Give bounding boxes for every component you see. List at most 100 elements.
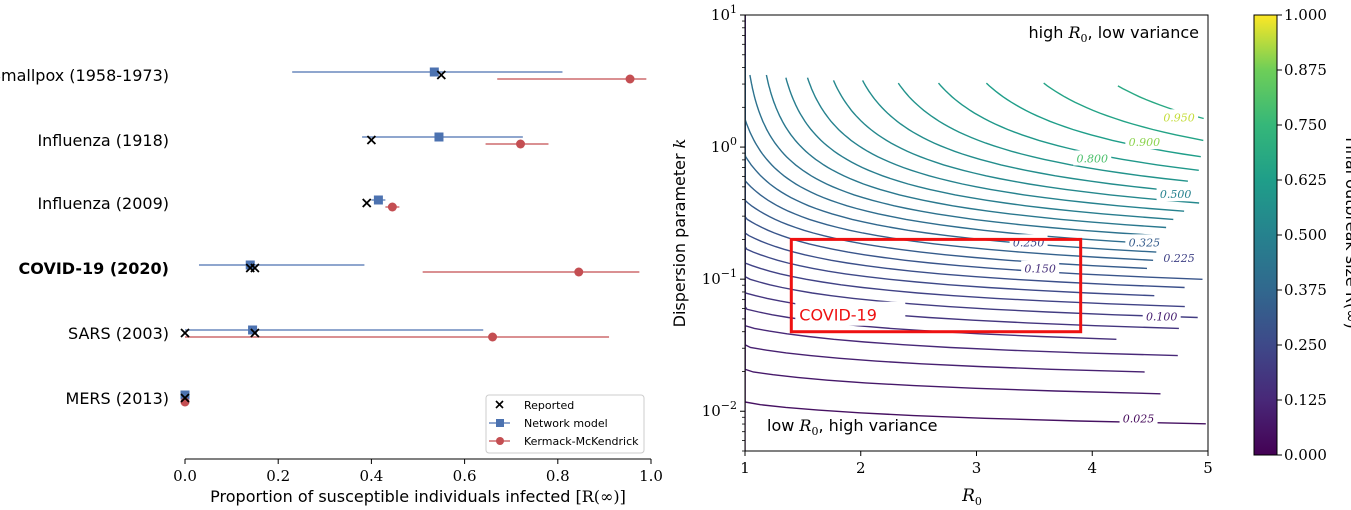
colorbar-tick-label: 0.750 xyxy=(1284,116,1327,134)
category-label: Influenza (1918) xyxy=(37,131,169,150)
contour-y-tick-label: 10−2 xyxy=(702,399,737,420)
contour-label-background xyxy=(1125,234,1164,250)
category-label: COVID-19 (2020) xyxy=(19,259,169,278)
contour-label: 0.900 xyxy=(1129,136,1161,149)
legend-label-reported: Reported xyxy=(524,399,574,412)
legend-marker-network-model xyxy=(489,419,510,427)
contour-line xyxy=(765,74,1167,229)
network-model-point xyxy=(373,195,383,205)
contour-label-background xyxy=(1073,150,1112,166)
colorbar-tick-label: 0.875 xyxy=(1284,61,1327,79)
contour-x-tick-label: 5 xyxy=(1203,459,1213,477)
colorbar-tick-label: 0.250 xyxy=(1284,336,1327,354)
contour-line xyxy=(745,66,1154,261)
contour-label: 0.100 xyxy=(1146,311,1178,324)
network-model-point xyxy=(245,260,255,270)
contour-x-tick-label: 2 xyxy=(856,459,866,477)
network-model-point xyxy=(434,132,444,142)
legend-label-kermack-mckendrick: Kermack-McKendrick xyxy=(524,435,639,448)
contour-label-background xyxy=(1160,109,1199,125)
contour-line xyxy=(745,69,1157,253)
contour-line xyxy=(745,53,1155,297)
left-x-tick-label: 0.0 xyxy=(173,467,197,485)
reported-point xyxy=(250,263,260,273)
reported-point xyxy=(250,328,260,338)
colorbar-tick-label: 1.000 xyxy=(1284,6,1327,24)
reported-point xyxy=(180,393,190,403)
contour-line xyxy=(745,72,1159,245)
network-model-point xyxy=(180,390,190,400)
reported-point xyxy=(366,135,377,145)
left-x-tick-label: 1.0 xyxy=(639,467,663,485)
kermack-mckendrick-point xyxy=(488,332,498,342)
reported-point-stroke xyxy=(180,393,190,403)
contour-line xyxy=(861,80,1188,193)
contour-label: 0.500 xyxy=(1160,188,1192,201)
left-x-tick-label: 0.4 xyxy=(359,467,383,485)
colorbar-tick-label: 0.625 xyxy=(1284,171,1327,189)
contour-label-background xyxy=(1125,134,1164,150)
contour-line xyxy=(1043,82,1204,142)
contour-y-tick-label: 100 xyxy=(711,135,737,156)
contour-line xyxy=(745,64,1148,270)
contour-label: 0.025 xyxy=(1123,413,1155,426)
reported-point-stroke xyxy=(436,70,446,80)
annotation-low-r0-high-variance: low R0, high variance xyxy=(767,416,937,438)
category-label: SARS (2003) xyxy=(68,324,169,343)
kermack-mckendrick-point xyxy=(387,202,397,212)
colorbar-tick-label: 0.125 xyxy=(1284,391,1327,409)
contour-plot-area xyxy=(745,15,1208,451)
legend-marker-kermack-mckendrick xyxy=(489,437,510,445)
contour-line xyxy=(745,47,1185,308)
covid-19-region-label: COVID-19 xyxy=(799,306,877,325)
colorbar-tick-label: 0.375 xyxy=(1284,281,1327,299)
left-legend: Reported Network model Kermack-McKendric… xyxy=(485,394,645,454)
contour-label: 0.800 xyxy=(1077,152,1109,165)
contour-label: 0.950 xyxy=(1163,111,1195,124)
contour-y-tick-label: 101 xyxy=(711,3,737,24)
reported-point-stroke xyxy=(250,328,260,338)
contour-line xyxy=(832,80,1200,204)
network-model-point xyxy=(429,67,439,77)
covid-19-region-box xyxy=(789,237,1083,334)
left-x-tick-label: 0.6 xyxy=(453,467,477,485)
colorbar-tick-label: 0.500 xyxy=(1284,226,1327,244)
contour-line xyxy=(749,74,1162,237)
left-x-axis-label: Proportion of susceptible individuals in… xyxy=(210,487,626,506)
colorbar-label: Final outbreak size R(∞) xyxy=(1342,137,1351,329)
contour-line xyxy=(745,58,1185,289)
contour-label-background xyxy=(1119,410,1158,426)
reported-point xyxy=(180,328,190,338)
contour-y-axis-label: Dispersion parameter k xyxy=(670,139,689,328)
left-x-tick-label: 0.2 xyxy=(266,467,290,485)
colorbar xyxy=(1253,14,1278,456)
legend-label-network-model: Network model xyxy=(524,417,608,430)
contour-line xyxy=(806,77,1185,212)
contour-label: 0.325 xyxy=(1129,236,1161,249)
category-label: Influenza (2009) xyxy=(37,194,169,213)
annotation-high-r0-low-variance: high R0, low variance xyxy=(1029,23,1199,45)
reported-point xyxy=(362,198,372,208)
contour-label-background xyxy=(1160,249,1199,265)
reported-point-stroke xyxy=(180,328,190,338)
contour-label: 0.150 xyxy=(1024,263,1056,276)
reported-point-stroke xyxy=(250,263,260,273)
contour-line xyxy=(897,82,1188,182)
kermack-mckendrick-point xyxy=(625,74,635,84)
contour-label-background xyxy=(1156,186,1195,202)
covid-19-label-background xyxy=(795,301,906,326)
contour-x-tick-label: 3 xyxy=(972,459,982,477)
legend-marker-reported xyxy=(495,400,504,409)
category-label: MERS (2013) xyxy=(66,389,169,408)
colorbar-tick-label: 0.000 xyxy=(1284,446,1327,464)
kermack-mckendrick-point xyxy=(516,139,526,149)
reported-point-stroke xyxy=(362,198,372,208)
contour-x-tick-label: 4 xyxy=(1087,459,1097,477)
reported-point xyxy=(436,70,446,80)
contour-line xyxy=(785,77,1174,221)
contour-y-tick-label: 10−1 xyxy=(702,267,737,288)
contour-label-background xyxy=(1021,260,1060,276)
contour-x-tick-label: 1 xyxy=(740,459,750,477)
